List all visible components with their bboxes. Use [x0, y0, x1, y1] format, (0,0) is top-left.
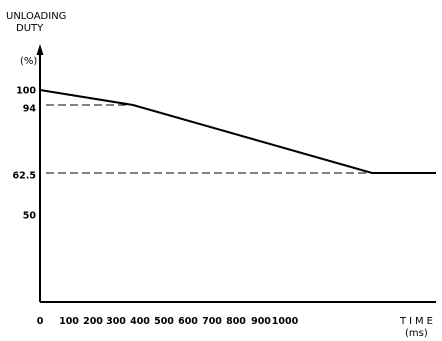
duty-curve [39, 89, 436, 174]
y-tick-labels: 100 94 62.5 50 [13, 86, 37, 222]
x-tick-label: 700 [202, 316, 222, 327]
x-tick-label: 800 [226, 316, 246, 327]
x-tick-label: 300 [106, 316, 126, 327]
x-tick-label: 200 [83, 316, 103, 327]
x-tick-labels: 0 100 200 300 400 500 600 700 800 900 1000 [37, 316, 299, 327]
y-axis-label-line2: DUTY [16, 23, 44, 34]
x-tick-label: 400 [130, 316, 150, 327]
x-axis-unit: (ms) [405, 328, 428, 339]
y-tick-label: 100 [16, 86, 36, 97]
x-axis-label: TIME [399, 316, 436, 327]
y-axis-label-line1: UNLOADING [6, 11, 66, 22]
y-tick-label: 50 [23, 211, 37, 222]
x-tick-label: 1000 [272, 316, 299, 327]
y-axis-arrowhead [36, 44, 44, 55]
y-tick-label: 94 [23, 104, 37, 115]
x-tick-label: 0 [37, 316, 44, 327]
y-tick-label: 62.5 [13, 171, 36, 182]
x-tick-label: 100 [59, 316, 79, 327]
y-axis-unit: (%) [20, 56, 37, 67]
dashed-guide-lines [46, 104, 372, 174]
x-tick-label: 600 [178, 316, 198, 327]
x-tick-label: 500 [154, 316, 174, 327]
x-tick-label: 900 [251, 316, 271, 327]
